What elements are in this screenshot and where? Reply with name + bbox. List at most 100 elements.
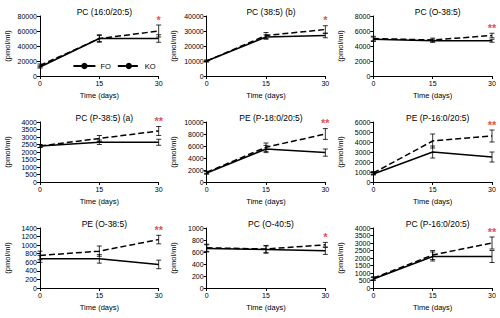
svg-text:(pmol/ml): (pmol/ml) xyxy=(336,242,345,274)
svg-text:60000: 60000 xyxy=(18,28,38,35)
svg-text:0: 0 xyxy=(200,285,204,292)
svg-text:10000: 10000 xyxy=(184,58,204,65)
svg-text:PE (P-16:0/20:5): PE (P-16:0/20:5) xyxy=(406,113,469,123)
svg-text:1200: 1200 xyxy=(21,233,37,240)
svg-text:FO: FO xyxy=(100,62,111,71)
svg-text:Time (days): Time (days) xyxy=(413,197,453,206)
svg-text:30: 30 xyxy=(488,186,496,193)
svg-text:*: * xyxy=(323,14,328,26)
svg-text:30: 30 xyxy=(321,186,329,193)
svg-text:0: 0 xyxy=(38,80,42,87)
svg-text:*: * xyxy=(157,14,162,26)
svg-text:1000: 1000 xyxy=(188,225,204,232)
svg-text:(pmol/ml): (pmol/ml) xyxy=(3,136,12,168)
svg-text:600: 600 xyxy=(25,259,37,266)
svg-text:1000: 1000 xyxy=(21,164,37,171)
svg-text:200: 200 xyxy=(25,276,37,283)
svg-text:400: 400 xyxy=(192,261,204,268)
svg-text:*: * xyxy=(323,231,328,243)
svg-text:30: 30 xyxy=(155,292,163,299)
svg-text:0: 0 xyxy=(371,80,375,87)
svg-text:15: 15 xyxy=(429,292,437,299)
svg-text:15: 15 xyxy=(262,80,270,87)
svg-text:30: 30 xyxy=(155,186,163,193)
svg-text:6000: 6000 xyxy=(188,143,204,150)
svg-text:0: 0 xyxy=(205,292,209,299)
svg-text:0: 0 xyxy=(205,80,209,87)
svg-text:PC (P-16:0/20:5): PC (P-16:0/20:5) xyxy=(406,219,470,229)
svg-text:0: 0 xyxy=(200,73,204,80)
svg-text:40000: 40000 xyxy=(184,13,204,20)
svg-text:40000: 40000 xyxy=(18,43,38,50)
svg-text:30000: 30000 xyxy=(184,28,204,35)
svg-text:**: ** xyxy=(488,226,497,238)
svg-text:0: 0 xyxy=(371,186,375,193)
svg-text:20000: 20000 xyxy=(18,58,38,65)
svg-text:(pmol/ml): (pmol/ml) xyxy=(169,136,178,168)
svg-text:2000: 2000 xyxy=(355,58,371,65)
svg-text:500: 500 xyxy=(25,171,37,178)
svg-text:Time (days): Time (days) xyxy=(246,197,286,206)
svg-text:(pmol/ml): (pmol/ml) xyxy=(336,136,345,168)
svg-text:0: 0 xyxy=(366,179,370,186)
svg-text:Time (days): Time (days) xyxy=(246,303,286,312)
svg-text:15: 15 xyxy=(429,186,437,193)
svg-text:KO: KO xyxy=(145,62,156,71)
svg-text:0: 0 xyxy=(366,73,370,80)
svg-text:0: 0 xyxy=(371,292,375,299)
svg-text:2000: 2000 xyxy=(355,255,371,262)
svg-text:600: 600 xyxy=(192,249,204,256)
svg-text:30: 30 xyxy=(488,80,496,87)
svg-text:80000: 80000 xyxy=(18,13,38,20)
svg-text:PC (38:5) (b): PC (38:5) (b) xyxy=(246,7,295,17)
svg-text:8000: 8000 xyxy=(188,131,204,138)
svg-text:Time (days): Time (days) xyxy=(80,303,120,312)
svg-text:0: 0 xyxy=(38,186,42,193)
svg-text:Time (days): Time (days) xyxy=(413,91,453,100)
svg-text:PC (P-38:5) (a): PC (P-38:5) (a) xyxy=(76,113,134,123)
svg-text:PC (O-40:5): PC (O-40:5) xyxy=(248,219,294,229)
svg-text:Time (days): Time (days) xyxy=(413,303,453,312)
svg-text:6000: 6000 xyxy=(355,119,371,126)
svg-text:15: 15 xyxy=(262,292,270,299)
svg-text:Time (days): Time (days) xyxy=(246,91,286,100)
svg-text:(pmol/ml): (pmol/ml) xyxy=(3,30,12,62)
svg-text:2000: 2000 xyxy=(355,159,371,166)
svg-text:(pmol/ml): (pmol/ml) xyxy=(169,242,178,274)
svg-text:(pmol/ml): (pmol/ml) xyxy=(3,242,12,274)
svg-text:0: 0 xyxy=(205,186,209,193)
svg-text:4000: 4000 xyxy=(355,139,371,146)
svg-text:**: ** xyxy=(488,119,497,131)
svg-text:2000: 2000 xyxy=(188,167,204,174)
svg-text:1500: 1500 xyxy=(355,262,371,269)
svg-text:3500: 3500 xyxy=(21,126,37,133)
svg-text:Time (days): Time (days) xyxy=(80,91,120,100)
svg-text:1400: 1400 xyxy=(21,225,37,232)
svg-text:30: 30 xyxy=(488,292,496,299)
svg-text:PC (16:0/20:5): PC (16:0/20:5) xyxy=(77,7,132,17)
svg-text:1000: 1000 xyxy=(355,270,371,277)
svg-text:500: 500 xyxy=(359,277,371,284)
svg-text:15: 15 xyxy=(95,186,103,193)
svg-text:2000: 2000 xyxy=(21,149,37,156)
svg-text:4000: 4000 xyxy=(21,119,37,126)
svg-text:(pmol/ml): (pmol/ml) xyxy=(169,30,178,62)
svg-text:2500: 2500 xyxy=(21,141,37,148)
svg-text:PE (O-38:5): PE (O-38:5) xyxy=(82,219,128,229)
svg-text:30: 30 xyxy=(155,80,163,87)
svg-text:PC (O-38:5): PC (O-38:5) xyxy=(415,7,461,17)
svg-text:20000: 20000 xyxy=(184,43,204,50)
svg-text:**: ** xyxy=(321,117,330,129)
svg-text:15: 15 xyxy=(95,80,103,87)
svg-text:4000: 4000 xyxy=(188,155,204,162)
svg-text:0: 0 xyxy=(33,285,37,292)
svg-text:0: 0 xyxy=(33,73,37,80)
svg-text:15: 15 xyxy=(429,80,437,87)
svg-text:0: 0 xyxy=(33,179,37,186)
svg-text:2500: 2500 xyxy=(355,247,371,254)
svg-text:**: ** xyxy=(154,224,163,236)
svg-text:200: 200 xyxy=(192,273,204,280)
svg-text:30: 30 xyxy=(321,292,329,299)
svg-text:6000: 6000 xyxy=(355,28,371,35)
svg-text:1000: 1000 xyxy=(21,242,37,249)
